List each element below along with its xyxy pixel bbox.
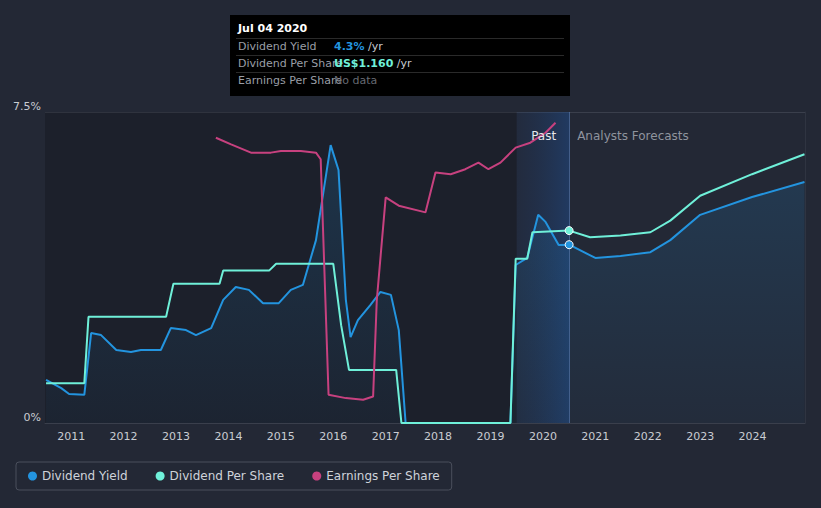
svg-text:/yr: /yr (368, 40, 383, 53)
svg-text:Jul 04 2020: Jul 04 2020 (237, 22, 308, 35)
svg-text:4.3%: 4.3% (334, 40, 365, 53)
svg-text:2018: 2018 (424, 430, 452, 443)
svg-text:2012: 2012 (110, 430, 138, 443)
svg-text:Past: Past (531, 129, 556, 143)
svg-text:2022: 2022 (634, 430, 662, 443)
svg-text:7.5%: 7.5% (13, 100, 41, 113)
svg-text:2023: 2023 (686, 430, 714, 443)
svg-text:0%: 0% (24, 411, 41, 424)
svg-text:2016: 2016 (319, 430, 347, 443)
svg-text:Earnings Per Share: Earnings Per Share (238, 74, 342, 87)
svg-text:Dividend Per Share: Dividend Per Share (238, 57, 343, 70)
svg-text:US$1.160: US$1.160 (334, 57, 394, 70)
svg-text:Earnings Per Share: Earnings Per Share (326, 469, 439, 483)
svg-text:2015: 2015 (267, 430, 295, 443)
svg-text:2017: 2017 (372, 430, 400, 443)
svg-text:Analysts Forecasts: Analysts Forecasts (577, 129, 689, 143)
svg-text:2024: 2024 (739, 430, 767, 443)
svg-text:/yr: /yr (397, 57, 412, 70)
svg-text:Dividend Per Share: Dividend Per Share (170, 469, 285, 483)
svg-text:2021: 2021 (581, 430, 609, 443)
svg-text:2019: 2019 (477, 430, 505, 443)
svg-text:Dividend Yield: Dividend Yield (42, 469, 128, 483)
svg-text:2014: 2014 (214, 430, 242, 443)
svg-text:No data: No data (334, 74, 377, 87)
svg-text:2011: 2011 (57, 430, 85, 443)
svg-text:Dividend Yield: Dividend Yield (238, 40, 316, 53)
svg-text:2013: 2013 (162, 430, 190, 443)
svg-text:2020: 2020 (529, 430, 557, 443)
